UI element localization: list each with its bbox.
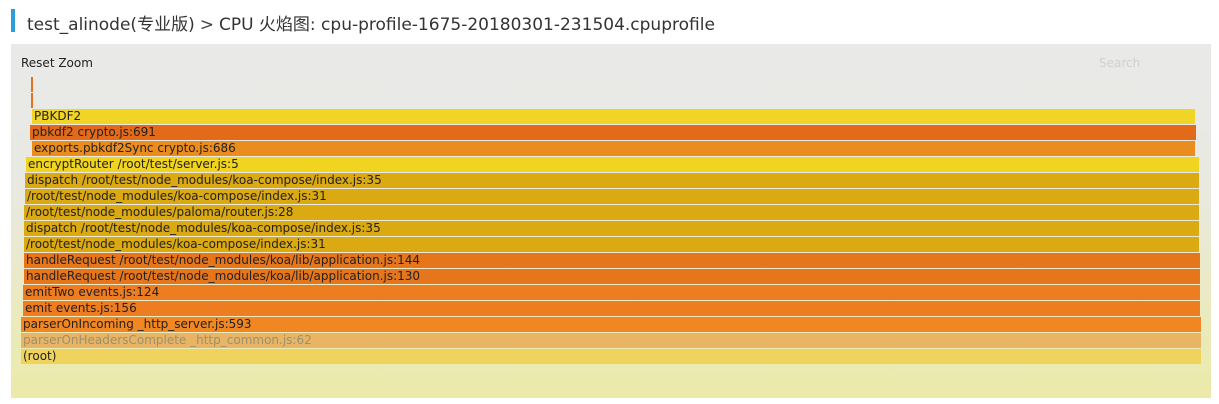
header-accent-bar <box>11 9 15 32</box>
page-header: test_alinode(专业版) > CPU 火焰图: cpu-profile-1… <box>11 9 1201 35</box>
flame-frame[interactable] <box>31 93 33 108</box>
flame-frame[interactable]: dispatch /root/test/node_modules/koa-com… <box>24 221 1199 236</box>
flame-frame[interactable]: dispatch /root/test/node_modules/koa-com… <box>25 173 1199 188</box>
flame-frame[interactable]: exports.pbkdf2Sync crypto.js:686 <box>32 141 1195 156</box>
flame-frame[interactable]: /root/test/node_modules/koa-compose/inde… <box>25 189 1199 204</box>
flame-frame[interactable]: encryptRouter /root/test/server.js:5 <box>26 157 1199 172</box>
flame-frame[interactable]: parserOnHeadersComplete _http_common.js:… <box>21 333 1201 348</box>
flame-frame[interactable]: handleRequest /root/test/node_modules/ko… <box>24 253 1200 268</box>
reset-zoom-button[interactable]: Reset Zoom <box>21 56 93 70</box>
flame-frame[interactable]: pbkdf2 crypto.js:691 <box>30 125 1196 140</box>
flame-frame[interactable] <box>31 77 33 92</box>
flame-frame[interactable]: emitTwo events.js:124 <box>23 285 1200 300</box>
flame-frame[interactable]: /root/test/node_modules/paloma/router.js… <box>24 205 1199 220</box>
flame-frame[interactable]: (root) <box>21 349 1201 364</box>
search-input[interactable] <box>1099 55 1189 71</box>
breadcrumb-separator: > <box>199 15 214 35</box>
flame-frame[interactable]: /root/test/node_modules/koa-compose/inde… <box>24 237 1199 252</box>
flame-frame[interactable]: handleRequest /root/test/node_modules/ko… <box>24 269 1200 284</box>
page-title: CPU 火焰图: cpu-profile-1675-20180301-23150… <box>218 15 715 35</box>
flame-frame[interactable]: emit events.js:156 <box>23 301 1200 316</box>
breadcrumb-app-link[interactable]: test_alinode(专业版) <box>27 15 195 35</box>
flame-frame[interactable]: PBKDF2 <box>32 109 1195 124</box>
breadcrumb: test_alinode(专业版) > CPU 火焰图: cpu-profile-1… <box>27 10 715 35</box>
flame-frame[interactable]: parserOnIncoming _http_server.js:593 <box>21 317 1201 332</box>
